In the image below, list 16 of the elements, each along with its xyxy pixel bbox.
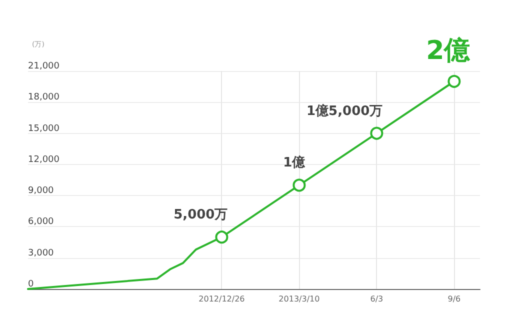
y-tick-label: 15,000	[28, 124, 60, 134]
annotation: 1億	[283, 154, 306, 171]
x-tick-label: 2012/12/26	[198, 294, 245, 304]
y-tick-label: 12,000	[28, 154, 60, 165]
y-tick-label: 18,000	[28, 92, 60, 103]
annotation: 5,000万	[174, 208, 228, 223]
y-tick-label: 9,000	[28, 186, 54, 196]
y-tick-label: 6,000	[28, 217, 54, 228]
y-tick-label: 3,000	[28, 248, 54, 258]
y-tick-label: 0	[28, 280, 34, 290]
x-tick-label: 2013/3/10	[278, 294, 320, 304]
annotation: 2億	[426, 36, 472, 66]
x-tick-label: 6/3	[370, 294, 384, 304]
x-tick-label: 9/6	[448, 294, 461, 304]
annotation: 1億5,000万	[306, 102, 383, 119]
y-tick-label: 21,000	[28, 62, 60, 72]
